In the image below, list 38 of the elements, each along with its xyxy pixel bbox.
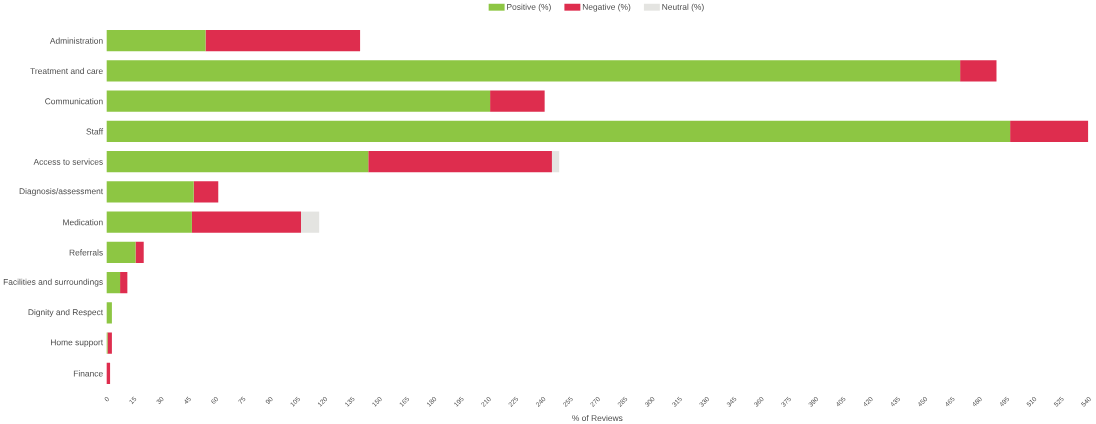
- y-tick-label: Finance: [73, 370, 103, 377]
- y-tick-label: Home support: [51, 339, 104, 347]
- bar: [490, 90, 545, 112]
- bar: [301, 211, 320, 233]
- bar: [106, 181, 194, 203]
- bar: [106, 60, 961, 82]
- bar: [551, 150, 560, 173]
- y-tick-label: Communication: [45, 97, 103, 105]
- y-tick-label: Medication: [63, 218, 103, 226]
- bar: [106, 150, 369, 173]
- legend-label: Positive (%): [507, 3, 551, 12]
- bar: [191, 211, 301, 233]
- bar: [1010, 120, 1089, 142]
- legend-label: Neutral (%): [662, 3, 704, 12]
- bar: [106, 271, 121, 294]
- y-tick-label: Staff: [86, 128, 104, 135]
- bar: [106, 241, 136, 263]
- y-tick-label: Dignity and Respect: [28, 308, 104, 317]
- y-tick-label: Treatment and care: [30, 67, 103, 74]
- y-tick-label: Facilities and surroundings: [3, 278, 103, 287]
- bar: [193, 181, 219, 203]
- bar: [135, 241, 144, 263]
- y-tick-label: Referrals: [69, 249, 103, 256]
- y-tick-label: Access to services: [33, 158, 103, 165]
- bar: [205, 30, 361, 52]
- bar: [106, 120, 1011, 142]
- bar: [106, 90, 491, 112]
- legend-label: Negative (%): [582, 3, 631, 12]
- bar: [368, 150, 552, 173]
- bar: [106, 302, 112, 324]
- bar: [107, 332, 112, 354]
- bar: [106, 211, 192, 233]
- bar: [960, 60, 997, 82]
- y-tick-label: Diagnosis/assessment: [19, 187, 104, 196]
- bar: [106, 30, 206, 52]
- y-tick-label: Administration: [49, 37, 103, 44]
- x-axis-title: % of Reviews: [572, 414, 623, 422]
- bar: [120, 271, 128, 294]
